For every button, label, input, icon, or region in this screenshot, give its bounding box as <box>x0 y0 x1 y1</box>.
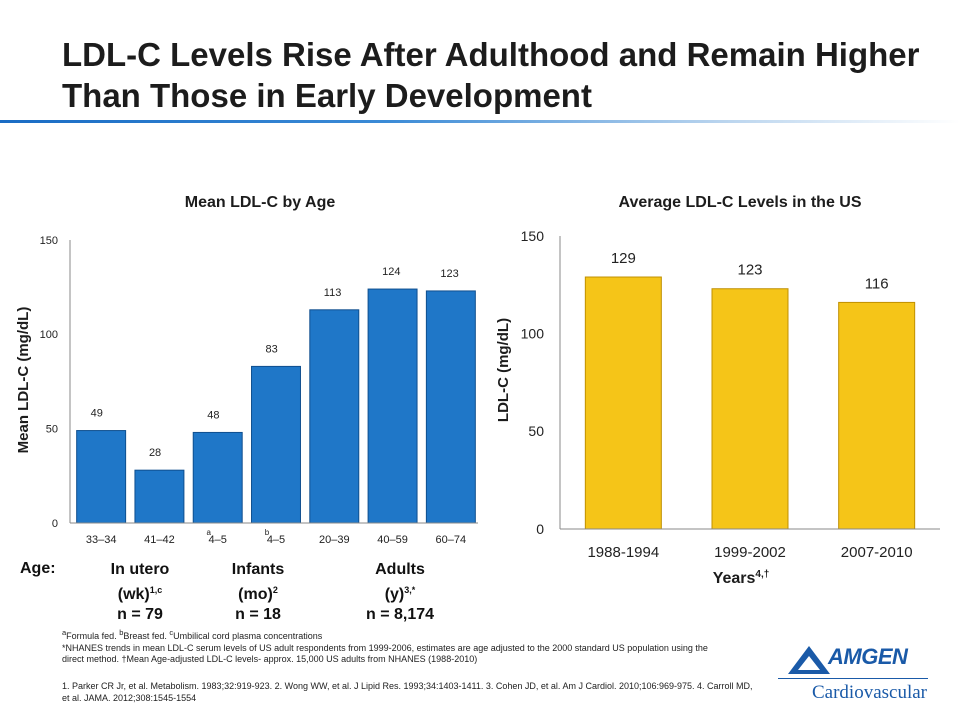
age-group-utero: In utero (wk)1,c n = 79 <box>90 560 190 625</box>
left-data-label: 49 <box>91 408 103 420</box>
left-bar <box>367 288 418 524</box>
right-x-tick-label: 2007-2010 <box>841 544 913 561</box>
age-label: Age: <box>20 560 56 577</box>
left-x-tick-label: 33–34 <box>86 534 117 546</box>
age-group-name: Infants <box>231 561 285 578</box>
left-x-tick-label: 20–39 <box>319 534 350 546</box>
left-x-tick-label: 40–59 <box>377 534 408 546</box>
left-data-label: 124 <box>382 266 400 278</box>
left-y-tick-label: 50 <box>46 424 58 436</box>
right-bar <box>711 288 789 530</box>
right-data-label: 129 <box>611 250 636 267</box>
age-group-unit: (wk)1,c <box>117 585 163 603</box>
left-data-label: 113 <box>324 287 342 299</box>
left-x-tick-label: 60–74 <box>436 534 467 546</box>
right-x-tick-label: 1999-2002 <box>714 544 786 561</box>
right-data-label: 116 <box>865 275 889 292</box>
right-y-tick-label: 100 <box>521 326 545 342</box>
right-bar <box>584 276 662 530</box>
left-y-tick-label: 0 <box>52 518 58 530</box>
right-y-axis-label: LDL-C (mg/dL) <box>495 318 512 422</box>
left-data-label: 28 <box>149 447 161 459</box>
title-divider <box>0 120 960 123</box>
left-data-label: 83 <box>266 343 278 355</box>
right-data-label: 123 <box>737 262 762 279</box>
left-bar <box>425 290 476 524</box>
left-y-axis-label: Mean LDL-C (mg/dL) <box>15 307 32 454</box>
left-y-tick-label: 100 <box>40 329 58 341</box>
left-x-tick-label: 41–42 <box>144 534 175 546</box>
left-x-tick-mark: a <box>206 528 211 537</box>
left-x-tick-mark: b <box>265 528 270 537</box>
left-bar <box>76 430 127 524</box>
age-group-infants: Infants (mo)2 n = 18 <box>208 560 308 625</box>
age-group-n: n = 79 <box>117 606 163 623</box>
right-y-tick-label: 150 <box>521 228 545 244</box>
amgen-mark-icon <box>788 646 830 674</box>
logo-wordmark: AMGEN <box>828 644 908 669</box>
left-data-label: 48 <box>207 409 219 421</box>
left-y-tick-label: 150 <box>40 235 58 247</box>
age-group-n: n = 18 <box>235 606 281 623</box>
right-y-tick-label: 50 <box>528 423 544 439</box>
logo-division: Cardiovascular <box>812 682 928 703</box>
right-chart-title: Average LDL-C Levels in the US <box>618 194 861 211</box>
left-bar <box>192 431 243 524</box>
left-x-tick-label: 4–5 <box>209 534 227 546</box>
references: 1. Parker CR Jr, et al. Metabolism. 1983… <box>62 681 762 704</box>
right-x-axis-label: Years4,† <box>713 569 770 587</box>
left-chart-title: Mean LDL-C by Age <box>185 194 336 211</box>
page-title: LDL-C Levels Rise After Adulthood and Re… <box>62 36 920 114</box>
right-y-tick-label: 0 <box>536 521 544 537</box>
age-group-adults: Adults (y)3,* n = 8,174 <box>340 560 460 625</box>
age-group-unit: (mo)2 <box>238 585 278 603</box>
age-group-unit: (y)3,* <box>384 585 416 603</box>
footnotes: aFormula fed. bBreast fed. cUmbilical co… <box>62 627 722 666</box>
age-group-name: Adults <box>375 561 425 578</box>
logo-divider <box>778 678 928 679</box>
left-bar <box>251 365 301 524</box>
age-group-n: n = 8,174 <box>365 606 435 623</box>
right-x-axis-label-sup: 4,† <box>755 569 769 580</box>
footnote-line-2: *NHANES trends in mean LDL-C serum level… <box>62 642 708 665</box>
footnote-line-1: aFormula fed. bBreast fed. cUmbilical co… <box>62 628 323 641</box>
left-data-label: 123 <box>440 268 458 280</box>
references-text: 1. Parker CR Jr, et al. Metabolism. 1983… <box>62 681 753 703</box>
left-x-tick-label: 4–5 <box>267 534 285 546</box>
left-bar <box>309 309 360 524</box>
age-group-name: In utero <box>110 561 170 578</box>
right-bar <box>838 301 916 530</box>
amgen-logo: AMGEN Cardiovascular <box>778 642 928 703</box>
left-bar <box>134 469 185 524</box>
right-x-tick-label: 1988-1994 <box>587 544 659 561</box>
